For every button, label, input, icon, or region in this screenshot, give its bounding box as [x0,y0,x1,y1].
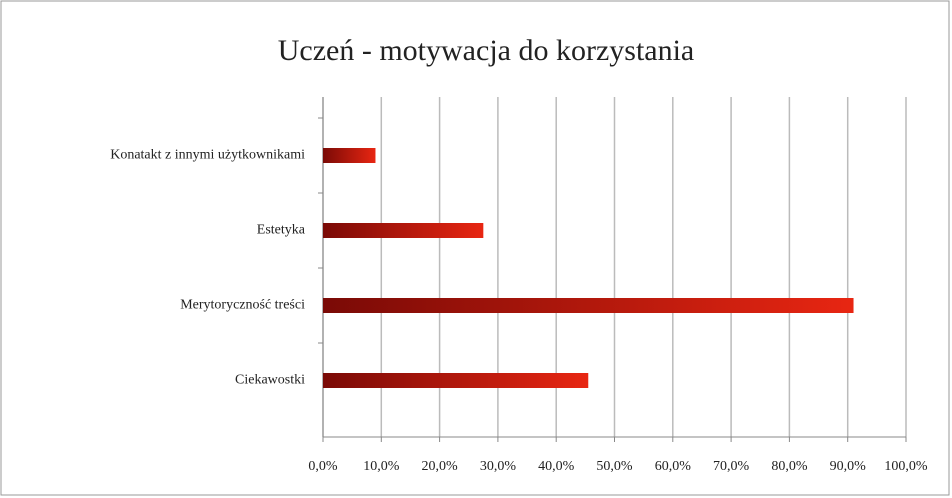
x-tick-label: 0,0% [308,459,338,474]
bar [323,223,484,238]
chart-title: Uczeń - motywacja do korzystania [278,34,695,67]
x-tick-label: 60,0% [655,459,692,474]
y-tick-label: Merytoryczność treści [180,298,305,313]
bar [323,298,854,313]
x-tick-label: 50,0% [596,459,633,474]
x-tick-label: 80,0% [771,459,808,474]
y-tick-label: Konatakt z innymi użytkownikami [110,148,305,163]
y-tick-label: Ciekawostki [235,373,305,388]
x-tick-label: 70,0% [713,459,750,474]
bar [323,148,376,163]
x-tick-label: 90,0% [830,459,867,474]
x-tick-label: 30,0% [480,459,517,474]
y-tick-label: Estetyka [257,223,306,238]
x-tick-label: 10,0% [363,459,400,474]
x-tick-label: 20,0% [422,459,459,474]
x-tick-label: 100,0% [884,459,928,474]
bar [323,373,589,388]
x-tick-label: 40,0% [538,459,575,474]
